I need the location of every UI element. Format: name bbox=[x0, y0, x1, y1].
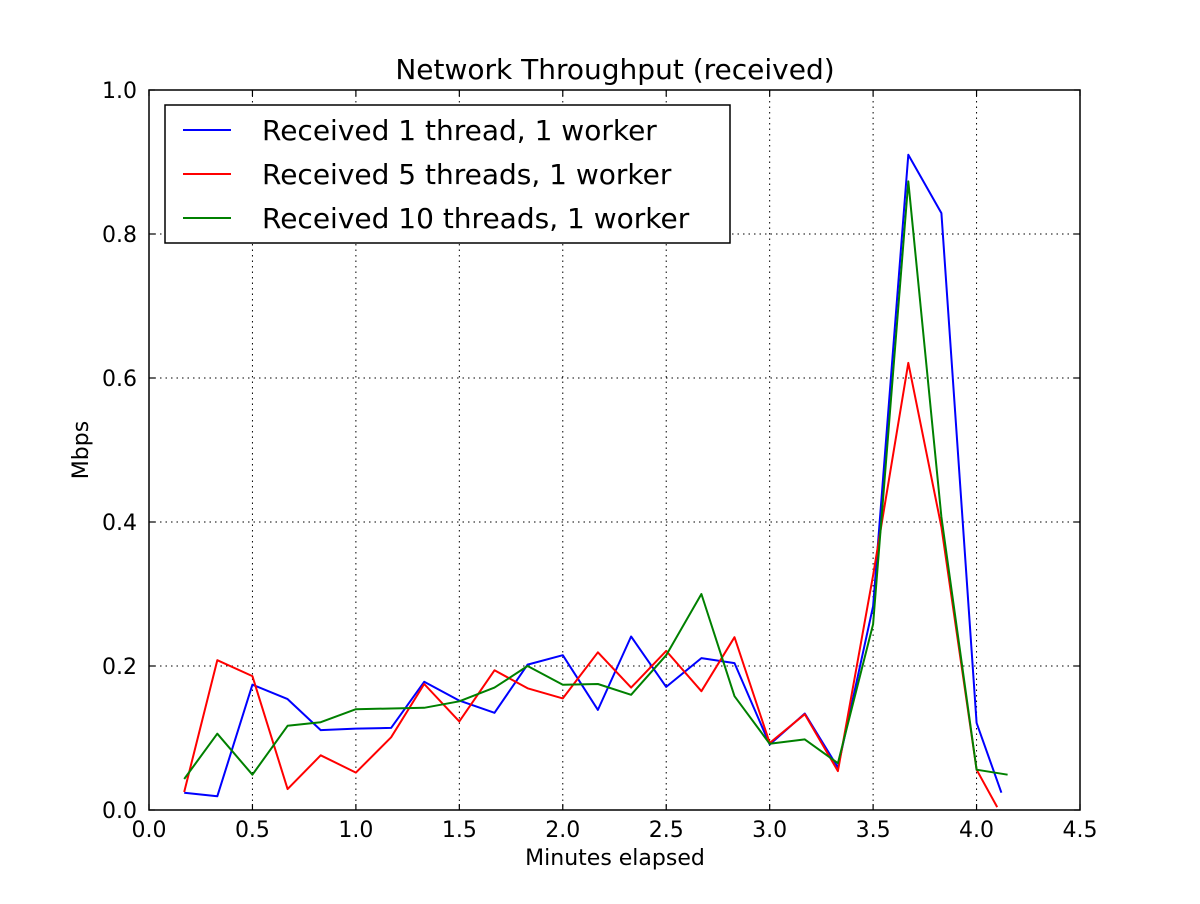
y-axis-label: Mbps bbox=[69, 421, 94, 479]
y-tick-label: 0.6 bbox=[102, 367, 137, 392]
x-tick-label: 1.0 bbox=[338, 818, 373, 843]
series-line bbox=[184, 153, 1003, 798]
legend-frame bbox=[164, 104, 731, 244]
legend-entries: Received 1 thread, 1 worker Received 5 th… bbox=[183, 114, 690, 235]
x-axis-label: Minutes elapsed bbox=[525, 846, 705, 871]
x-tick-label: 4.5 bbox=[1063, 818, 1098, 843]
x-tick-label: 4.0 bbox=[959, 818, 994, 843]
legend-label: Received 10 threads, 1 worker bbox=[262, 202, 690, 235]
x-tick-label: 0.0 bbox=[132, 818, 167, 843]
grid-layer bbox=[149, 90, 1080, 810]
y-tick-label: 0.8 bbox=[102, 223, 137, 248]
y-tick-label: 1.0 bbox=[102, 79, 137, 104]
x-tick-label: 0.5 bbox=[235, 818, 270, 843]
series-layer bbox=[183, 153, 1008, 808]
x-tick-label: 2.5 bbox=[649, 818, 684, 843]
x-tick-label: 2.0 bbox=[545, 818, 580, 843]
chart-title: Network Throughput (received) bbox=[395, 53, 834, 86]
legend-label: Received 1 thread, 1 worker bbox=[262, 114, 657, 147]
y-tick-label: 0.0 bbox=[102, 799, 137, 824]
legend-label: Received 5 threads, 1 worker bbox=[262, 158, 672, 191]
x-tick-label: 3.0 bbox=[752, 818, 787, 843]
plot-frame bbox=[148, 89, 1081, 811]
y-tick-label: 0.2 bbox=[102, 655, 137, 680]
series-line bbox=[183, 361, 999, 808]
x-tick-labels: 0.0 0.5 1.0 1.5 2.0 2.5 3.0 3.5 4.0 4.5 bbox=[132, 818, 1098, 843]
y-tick-labels: 0.0 0.2 0.4 0.6 0.8 1.0 bbox=[102, 79, 137, 824]
x-tick-label: 1.5 bbox=[442, 818, 477, 843]
x-tick-label: 3.5 bbox=[856, 818, 891, 843]
legend: Received 1 thread, 1 worker Received 5 th… bbox=[164, 104, 731, 244]
y-tick-label: 0.4 bbox=[102, 511, 137, 536]
series-line bbox=[183, 180, 1008, 780]
